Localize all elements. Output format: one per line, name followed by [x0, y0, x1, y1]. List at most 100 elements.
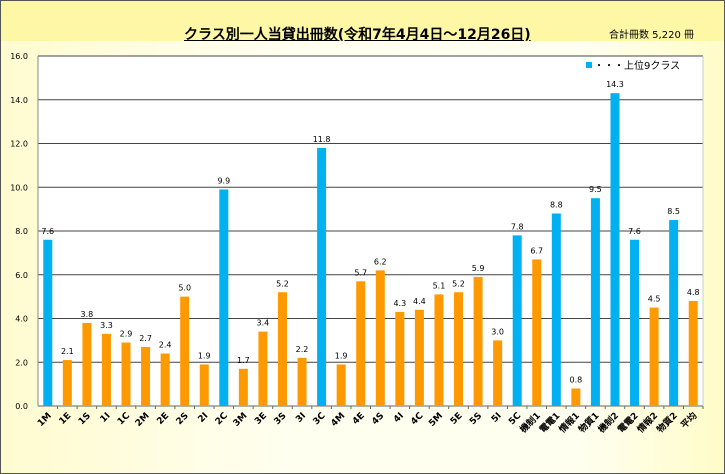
data-label: 9.5 [589, 185, 602, 194]
data-label: 5.2 [276, 279, 289, 288]
data-label: 4.5 [648, 295, 661, 304]
bar [43, 239, 53, 406]
data-label: 1.9 [198, 351, 211, 360]
x-tick-label: 平均 [678, 410, 699, 431]
data-label: 3.4 [257, 319, 270, 328]
bar [277, 292, 287, 406]
data-label: 14.3 [606, 80, 624, 89]
total-annotation: 合計冊数 5,220 冊 [609, 30, 694, 41]
data-label: 1.7 [237, 356, 250, 365]
bar [649, 307, 659, 406]
y-tick-label: 6.0 [15, 271, 28, 280]
data-label: 2.2 [296, 345, 309, 354]
x-tick-label: 4I [392, 411, 406, 425]
x-tick-label: 5E [449, 411, 465, 427]
x-tick-label: 機制1 [517, 410, 543, 436]
data-label: 2.1 [61, 347, 74, 356]
x-tick-label: 5S [468, 411, 484, 427]
bar [532, 259, 542, 406]
data-label: 4.8 [687, 288, 700, 297]
bar [688, 301, 698, 406]
data-label: 3.8 [81, 310, 94, 319]
x-tick-label: 2E [155, 411, 171, 427]
data-label: 4.4 [413, 297, 426, 306]
x-tick-label: 電電2 [616, 410, 641, 435]
data-label: 8.8 [550, 201, 563, 210]
x-tick-label: 物質1 [576, 410, 602, 436]
y-tick-label: 14.0 [10, 96, 28, 105]
x-tick-label: 3I [294, 411, 308, 425]
bar [160, 353, 170, 406]
data-label: 7.8 [511, 222, 524, 231]
y-tick-label: 12.0 [10, 140, 28, 149]
bar [669, 220, 679, 406]
legend: ・・・上位9クラス [586, 57, 680, 72]
x-tick-label: 情報1 [556, 410, 582, 436]
bar [336, 364, 346, 406]
x-tick-label: 2M [134, 411, 152, 429]
x-tick-label: 機制2 [595, 410, 621, 436]
data-label: 5.9 [472, 264, 485, 273]
data-label: 7.6 [628, 227, 641, 236]
data-label: 5.0 [178, 284, 191, 293]
y-tick-label: 8.0 [15, 227, 28, 236]
data-label: 9.9 [217, 176, 230, 185]
x-tick-label: 1E [58, 411, 74, 427]
bar [395, 311, 405, 406]
data-label: 0.8 [570, 376, 583, 385]
bar [434, 294, 444, 406]
x-tick-label: 1C [116, 411, 132, 427]
bar [473, 276, 483, 406]
x-tick-label: 1I [99, 411, 113, 425]
bar [219, 189, 229, 406]
x-tick-label: 4C [409, 411, 425, 427]
bar [141, 346, 151, 406]
bar [82, 322, 92, 406]
data-label: 3.0 [491, 327, 504, 336]
x-tick-label: 情報2 [634, 410, 660, 436]
x-tick-label: 4E [351, 411, 367, 427]
data-label: 4.3 [393, 299, 406, 308]
data-label: 6.2 [374, 257, 387, 266]
bar [297, 357, 307, 406]
data-label: 2.9 [120, 330, 133, 339]
bar [180, 296, 190, 406]
data-label: 2.4 [159, 341, 172, 350]
bar [512, 235, 522, 406]
bar [199, 364, 209, 406]
bar [238, 368, 248, 406]
x-tick-label: 物質2 [654, 410, 680, 436]
chart-title: クラス別一人当貸出冊数(令和7年4月4日～12月26日) [184, 27, 531, 43]
x-tick-label: 5M [427, 411, 445, 429]
bar [375, 270, 385, 406]
y-tick-label: 2.0 [15, 358, 28, 367]
y-tick-label: 4.0 [15, 315, 28, 324]
bar [493, 340, 503, 406]
x-tick-label: 4M [329, 411, 347, 429]
y-tick-label: 10.0 [10, 183, 28, 192]
data-label: 5.1 [433, 281, 446, 290]
x-tick-label: 2I [196, 411, 210, 425]
y-tick-label: 16.0 [10, 52, 28, 61]
title-band [1, 1, 724, 41]
data-label: 1.9 [335, 351, 348, 360]
legend-label: ・・・上位9クラス [594, 61, 681, 72]
y-tick-label: 0.0 [15, 402, 28, 411]
data-label: 3.3 [100, 321, 113, 330]
x-tick-label: 3E [253, 411, 269, 427]
bar [590, 198, 600, 406]
bar [571, 388, 581, 406]
x-tick-label: 5I [490, 411, 504, 425]
data-label: 5.2 [452, 279, 465, 288]
x-tick-label: 1M [36, 411, 54, 429]
bar [356, 281, 366, 406]
bar [454, 292, 464, 406]
bar [317, 147, 327, 406]
x-tick-label: 4S [370, 411, 386, 427]
bar [62, 360, 72, 406]
x-tick-label: 1S [77, 411, 93, 427]
x-tick-label: 3M [232, 411, 250, 429]
x-tick-label: 電電1 [537, 410, 562, 435]
